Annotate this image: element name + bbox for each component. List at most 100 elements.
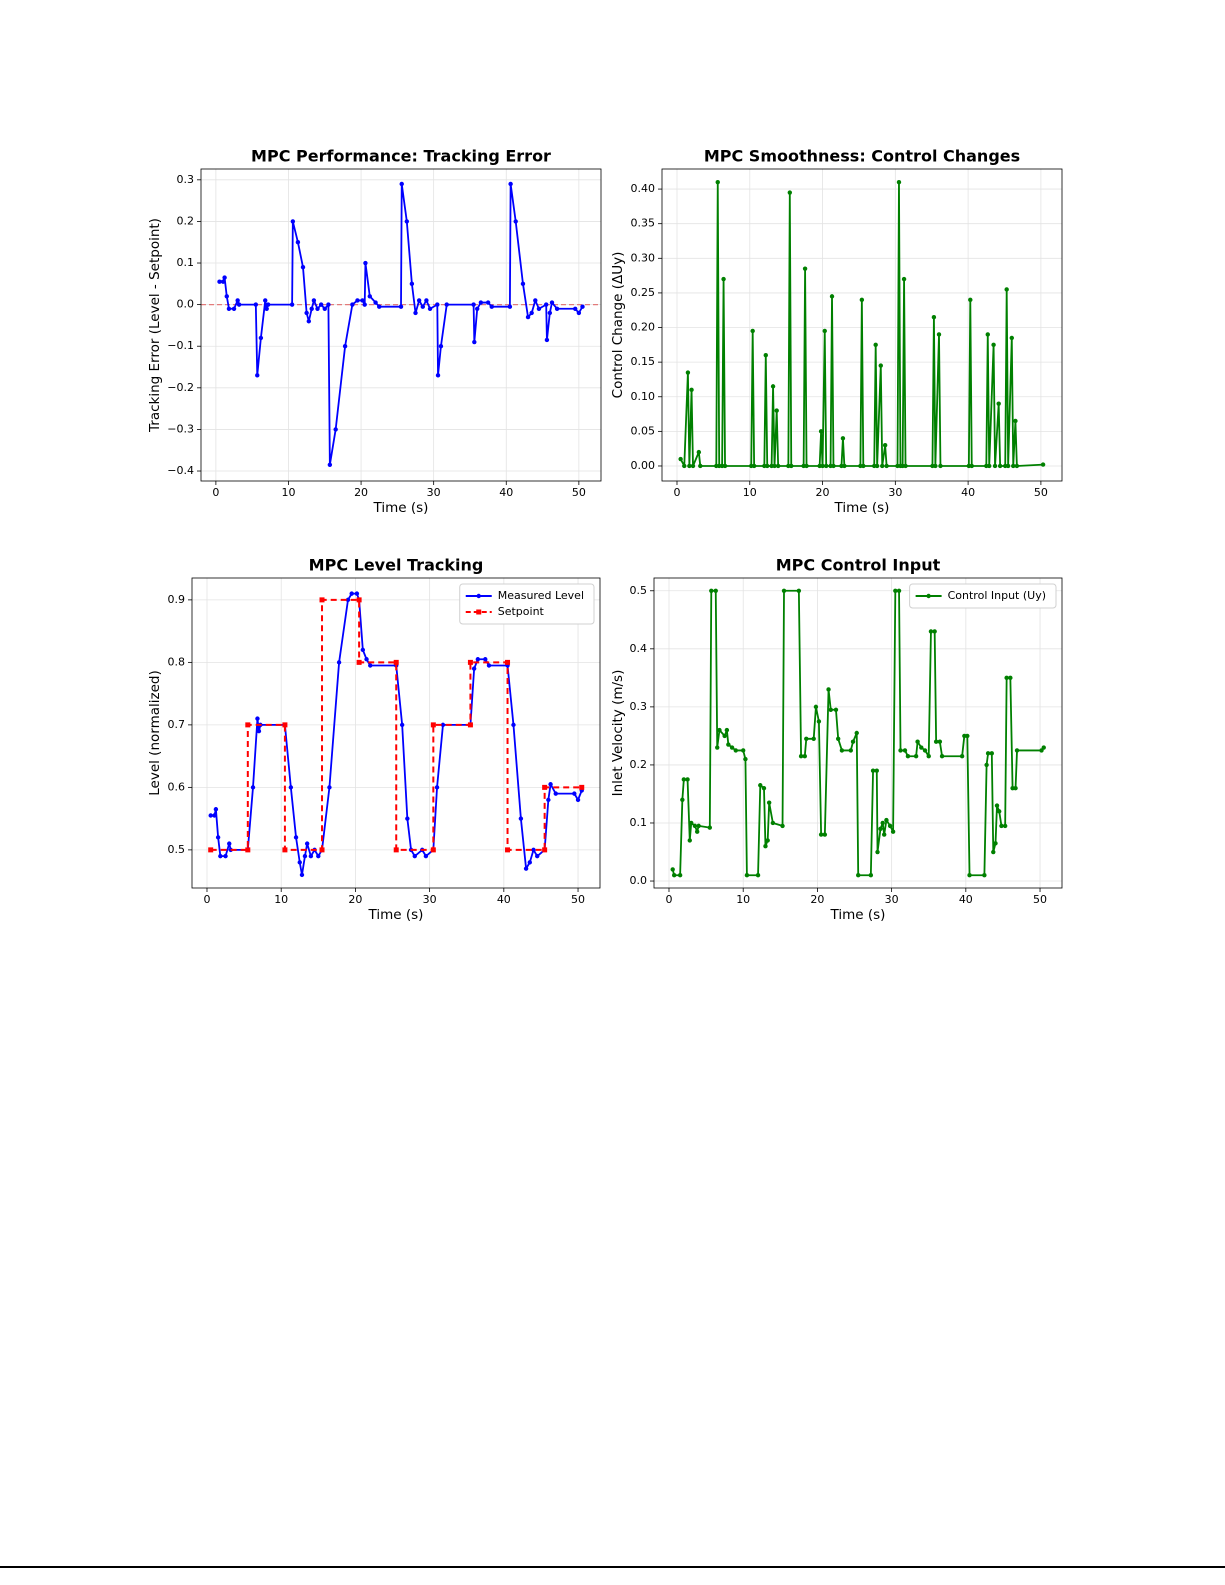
marker [399,722,405,728]
marker [345,597,351,603]
marker [1013,418,1018,424]
y-tick-label: 0.00 [631,459,656,472]
marker [938,463,943,469]
marker [987,463,992,469]
x-tick-label: 0 [673,486,680,499]
marker [255,716,260,721]
marker [508,181,513,187]
marker [212,813,217,818]
marker [707,825,713,830]
marker [393,847,399,853]
marker [513,219,518,224]
marker [913,754,919,759]
marker [364,657,369,662]
chart-title: MPC Control Input [776,556,941,575]
marker [518,816,524,821]
marker [319,847,325,853]
marker [542,847,548,853]
marker [766,800,772,805]
marker [884,463,889,469]
marker [733,748,738,753]
marker [884,817,889,823]
x-tick-label: 40 [959,893,973,906]
marker [322,306,327,311]
marker [989,751,994,756]
marker [444,302,449,307]
marker [350,302,355,307]
marker [489,304,494,309]
marker [678,456,683,462]
marker [282,847,288,853]
marker [991,342,996,348]
marker [724,727,730,733]
marker [531,847,536,853]
marker [999,823,1004,829]
marker [220,279,226,284]
marker [823,463,829,469]
marker [804,463,809,469]
marker [829,294,835,299]
marker [398,304,404,309]
y-tick-label: 0.3 [630,700,648,713]
marker [937,739,943,744]
x-tick-label: 20 [816,486,830,499]
marker [993,841,998,846]
y-tick-label: −0.2 [167,381,194,394]
marker [354,591,360,596]
marker [297,860,302,865]
marker [416,298,422,303]
x-axis-label: Time (s) [830,907,886,923]
marker [467,722,473,728]
marker [874,768,879,773]
marker [250,785,256,790]
x-tick-label: 50 [1033,893,1047,906]
marker [505,847,511,853]
x-tick-label: 50 [572,486,586,499]
x-tick-label: 20 [348,893,362,906]
marker [302,853,308,859]
marker [405,816,410,821]
marker [309,306,314,311]
marker [536,306,542,311]
y-tick-label: 0.0 [630,874,648,887]
marker [919,745,924,750]
marker [873,342,878,348]
marker [997,809,1002,814]
marker [1005,463,1011,469]
x-axis-label: Time (s) [834,500,890,516]
marker [902,748,908,753]
marker [770,820,776,826]
marker [692,823,698,829]
x-tick-label: 30 [888,486,902,499]
marker [256,728,262,734]
marker [687,838,692,843]
marker [282,722,288,728]
marker [722,733,727,739]
x-tick-label: 10 [736,893,750,906]
marker [367,294,372,299]
marker [523,866,529,871]
y-tick-label: 0.3 [177,173,195,186]
x-tick-label: 50 [571,893,585,906]
marker [217,279,222,284]
marker [420,304,425,309]
marker [939,754,945,759]
plot-frame [653,577,1063,889]
marker [472,339,477,345]
marker [770,384,776,389]
marker [880,820,885,826]
marker [868,873,874,878]
marker [740,748,746,753]
marker [874,463,880,469]
marker [525,314,531,320]
marker [831,463,836,469]
y-axis-label: Level (normalized) [147,670,163,795]
marker [729,745,735,750]
marker [967,873,972,878]
marker [409,281,415,287]
marker [713,588,718,593]
marker [698,463,703,469]
legend: Measured Level Setpoint [459,583,595,625]
y-tick-label: 0.6 [168,780,186,793]
marker [670,867,675,872]
